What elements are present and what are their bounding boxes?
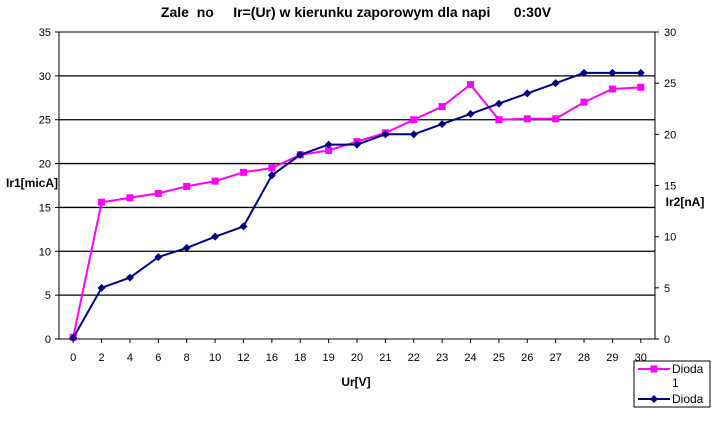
x-tick-label: 27 (550, 352, 562, 364)
y-axis-right-label: Ir2[nA] (666, 195, 705, 209)
right-tick-label: 10 (664, 232, 676, 244)
x-tick-label: 25 (493, 352, 505, 364)
data-point (580, 68, 589, 77)
data-point (239, 222, 248, 231)
data-point (438, 103, 446, 111)
data-point (125, 273, 134, 282)
x-axis-ticks: 0 2 4 6 8 10 12 16 18 19 20 21 22 23 24 25 26 27 28 29 30 (70, 339, 647, 364)
data-point (438, 120, 447, 129)
left-tick-label: 20 (39, 159, 51, 171)
data-point (154, 189, 162, 197)
legend-marker (650, 395, 658, 403)
data-point (211, 232, 220, 241)
x-tick-label: 2 (99, 352, 105, 364)
data-point (69, 333, 78, 342)
right-tick-label: 25 (664, 78, 676, 90)
y-axis-left-label: Ir1[micA] (6, 176, 58, 190)
x-axis-label: Ur[V] (341, 375, 370, 389)
data-point (97, 283, 106, 292)
data-point (211, 177, 219, 185)
x-tick-label: 18 (294, 352, 306, 364)
x-tick-label: 4 (127, 352, 133, 364)
x-tick-label: 28 (578, 352, 590, 364)
data-point (580, 98, 588, 106)
x-tick-label: 10 (209, 352, 221, 364)
left-tick-label: 25 (39, 115, 51, 127)
data-point (182, 243, 191, 252)
x-tick-label: 20 (351, 352, 363, 364)
x-tick-label: 12 (237, 352, 249, 364)
data-point (381, 130, 390, 139)
left-tick-label: 10 (39, 246, 51, 258)
data-point (636, 68, 645, 77)
data-point (552, 115, 560, 123)
x-tick-label: 26 (521, 352, 533, 364)
legend-label: Dioda (672, 392, 704, 406)
data-point (608, 68, 617, 77)
series-2 (69, 68, 645, 342)
x-tick-label: 6 (155, 352, 161, 364)
chart-title: Zale no Ir=(Ur) w kierunku zaporowym dla… (161, 4, 552, 20)
data-point (467, 81, 475, 89)
data-point (325, 146, 333, 154)
data-point (637, 83, 645, 91)
left-tick-label: 30 (39, 71, 51, 83)
series-line (72, 71, 641, 339)
data-point (551, 79, 560, 88)
data-point (98, 198, 106, 206)
x-tick-label: 21 (379, 352, 391, 364)
legend-item: Dioda (638, 392, 704, 406)
grid-lines (59, 75, 655, 296)
data-point (466, 109, 475, 118)
data-point (410, 116, 418, 124)
x-tick-label: 29 (606, 352, 618, 364)
plot-area (58, 31, 656, 340)
data-point (409, 130, 418, 139)
data-point (353, 140, 361, 149)
legend-label: Dioda (672, 362, 704, 376)
data-point (523, 89, 532, 98)
data-point (324, 140, 333, 149)
x-tick-label: 16 (266, 352, 278, 364)
data-point (154, 253, 163, 262)
x-tick-label: 0 (70, 352, 76, 364)
data-point (296, 150, 305, 159)
series-layer (69, 68, 645, 342)
data-point (608, 85, 616, 93)
data-point (268, 164, 276, 172)
series-line (72, 83, 641, 338)
data-point (523, 115, 531, 123)
right-tick-label: 15 (664, 181, 676, 193)
right-tick-label: 5 (664, 283, 670, 295)
legend-label-continued: 1 (672, 376, 679, 390)
left-tick-label: 0 (45, 334, 51, 346)
legend-marker (650, 365, 658, 373)
right-axis-ticks: 0 5 10 15 20 25 30 (655, 27, 676, 346)
left-tick-label: 35 (39, 27, 51, 39)
data-point (239, 168, 247, 176)
data-point (495, 116, 503, 124)
left-axis-ticks: 0 5 10 15 20 25 30 35 (39, 27, 59, 346)
left-tick-label: 15 (39, 202, 51, 214)
x-tick-label: 22 (408, 352, 420, 364)
x-tick-label: 8 (184, 352, 190, 364)
data-point (494, 99, 503, 108)
data-point (183, 182, 191, 190)
right-tick-label: 20 (664, 129, 676, 141)
right-tick-label: 30 (664, 27, 676, 39)
right-tick-label: 0 (664, 334, 670, 346)
data-point (267, 171, 276, 180)
x-tick-label: 23 (436, 352, 448, 364)
left-tick-label: 5 (45, 290, 51, 302)
x-tick-label: 19 (322, 352, 334, 364)
x-tick-label: 24 (464, 352, 476, 364)
data-point (126, 194, 134, 202)
